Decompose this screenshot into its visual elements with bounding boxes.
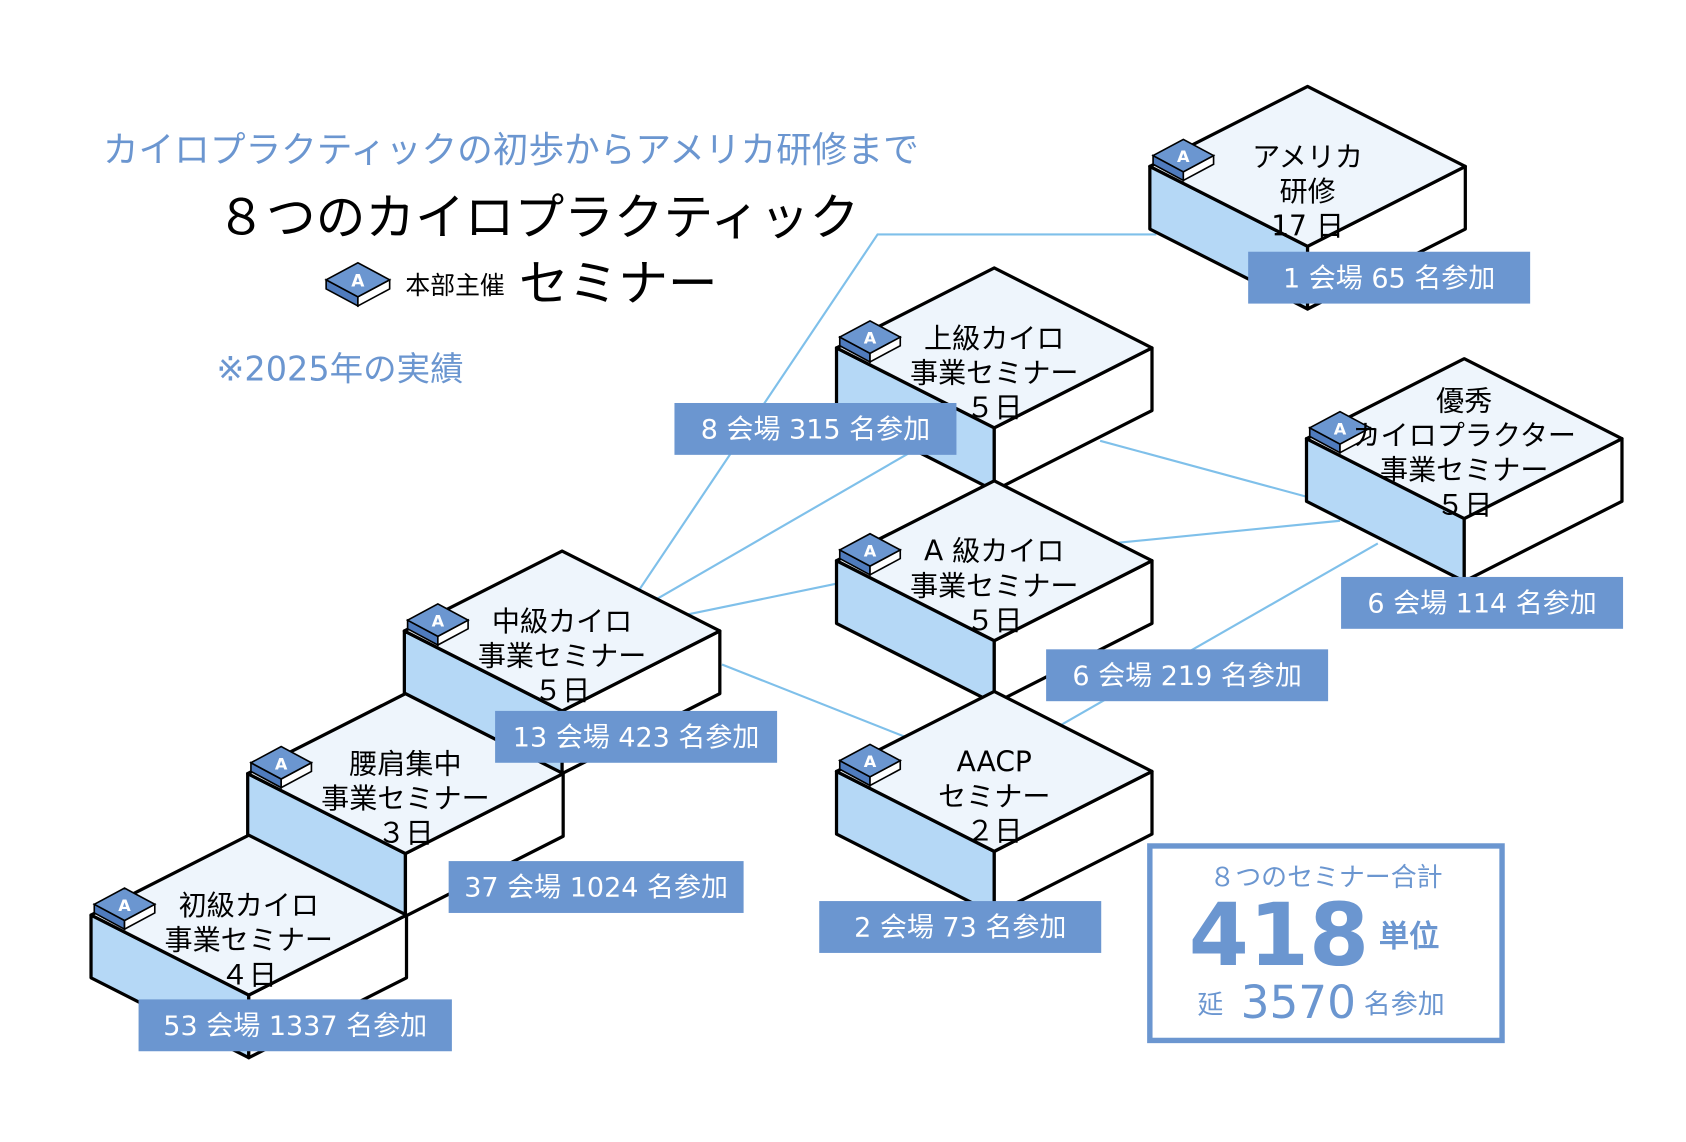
stats-text: 2 会場 73 名参加 bbox=[854, 913, 1066, 944]
seminar-name-line: 事業セミナー bbox=[321, 782, 489, 815]
seminar-name-line: 優秀 bbox=[1436, 385, 1492, 418]
seminar-name-line: AACP bbox=[957, 745, 1032, 778]
stats-label-yoken: 37 会場 1024 名参加 bbox=[448, 861, 744, 913]
a-badge-icon: A bbox=[324, 261, 392, 308]
svg-text:A: A bbox=[864, 541, 877, 560]
a-badge-icon: A bbox=[92, 887, 157, 931]
a-badge-icon: A bbox=[405, 603, 470, 647]
seminar-name-line: ３日 bbox=[377, 817, 433, 850]
host-label: 本部主催 bbox=[405, 271, 504, 300]
stats-label-aacp: 2 会場 73 名参加 bbox=[819, 901, 1102, 953]
svg-text:A: A bbox=[351, 272, 365, 292]
total-participants-label: 名参加 bbox=[1364, 989, 1445, 1020]
total-box-border bbox=[1147, 843, 1505, 1044]
a-badge-icon: A bbox=[324, 261, 392, 308]
stats-label-jokyu: 8 会場 315 名参加 bbox=[674, 402, 957, 455]
svg-text:A: A bbox=[864, 752, 877, 771]
seminar-name-line: 事業セミナー bbox=[910, 569, 1078, 602]
seminar-name-line: 事業セミナー bbox=[910, 356, 1078, 389]
total-prefix: 延 bbox=[1197, 990, 1223, 1020]
connector-line bbox=[680, 582, 838, 617]
stats-label-shokyu: 53 会場 1337 名参加 bbox=[138, 999, 452, 1052]
stats-text: 6 会場 219 名参加 bbox=[1072, 661, 1301, 692]
page-title: ８つのカイロプラクティック bbox=[216, 188, 859, 246]
a-badge-icon: A bbox=[249, 745, 314, 789]
a-badge-icon: A bbox=[1151, 138, 1216, 182]
stats-label-akyu: 6 会場 219 名参加 bbox=[1046, 649, 1329, 702]
stats-text: 8 会場 315 名参加 bbox=[701, 415, 930, 446]
stats-label-chukyu: 13 会場 423 名参加 bbox=[495, 710, 778, 763]
svg-text:A: A bbox=[864, 329, 877, 348]
stats-text: 1 会場 65 名参加 bbox=[1283, 263, 1495, 294]
seminar-name-line: 上級カイロ bbox=[924, 322, 1064, 355]
subtitle: カイロプラクティックの初歩からアメリカ研修まで bbox=[103, 130, 919, 171]
svg-text:A: A bbox=[118, 896, 131, 915]
stats-text: 6 会場 114 名参加 bbox=[1367, 589, 1596, 620]
seminar-name-line: 事業セミナー bbox=[478, 640, 646, 673]
seminar-name-line: ５日 bbox=[1436, 488, 1492, 521]
seminar-name-line: 研修 bbox=[1280, 175, 1336, 208]
seminar-name-line: A 級カイロ bbox=[924, 535, 1064, 568]
seminar-name-line: 中級カイロ bbox=[492, 605, 632, 638]
stats-label-yushu: 6 会場 114 名参加 bbox=[1341, 576, 1624, 629]
svg-text:A: A bbox=[275, 754, 288, 773]
total-participants-value: 3570 bbox=[1241, 976, 1356, 1029]
seminar-name-line: ５日 bbox=[966, 391, 1022, 424]
stats-text: 37 会場 1024 名参加 bbox=[464, 873, 728, 904]
connector-line bbox=[636, 233, 1157, 593]
stats-text: 13 会場 423 名参加 bbox=[513, 723, 760, 754]
total-units-value: 418 bbox=[1189, 886, 1369, 986]
a-badge-icon: A bbox=[838, 319, 902, 364]
seminar-name-line: ５日 bbox=[966, 604, 1022, 637]
note: ※2025年の実績 bbox=[216, 349, 463, 388]
seminar-name-line: 事業セミナー bbox=[1380, 454, 1548, 487]
a-badge-icon: A bbox=[838, 532, 902, 577]
seminar-name-line: ５日 bbox=[534, 674, 590, 707]
seminar-name-line: ２日 bbox=[966, 815, 1022, 848]
seminar-name-line: セミナー bbox=[938, 780, 1050, 813]
seminar-name-line: ４日 bbox=[221, 958, 277, 991]
total-heading: ８つのセミナー合計 bbox=[1209, 863, 1442, 893]
connector-line bbox=[653, 452, 909, 602]
seminar-name-line: 腰肩集中 bbox=[349, 748, 461, 781]
stat-labels: 53 会場 1337 名参加 37 会場 1024 名参加 13 会場 423 名参… bbox=[138, 251, 1624, 1052]
seminar-name-line: 初級カイロ bbox=[179, 889, 319, 922]
stats-text: 53 会場 1337 名参加 bbox=[163, 1011, 427, 1042]
connector-line bbox=[721, 663, 909, 739]
connector-line bbox=[1110, 519, 1341, 545]
stats-label-america: 1 会場 65 名参加 bbox=[1248, 251, 1531, 304]
seminar-name-line: 17 日 bbox=[1271, 210, 1344, 243]
svg-text:A: A bbox=[1177, 147, 1190, 166]
seminar-name-line: カイロプラクター bbox=[1352, 419, 1576, 452]
svg-text:A: A bbox=[1334, 419, 1347, 438]
seminar-name-line: アメリカ bbox=[1252, 140, 1363, 173]
total-box: ８つのセミナー合計 418 単位 延 3570 名参加 bbox=[1147, 843, 1505, 1044]
total-units-label: 単位 bbox=[1379, 918, 1440, 954]
a-badge-icon: A bbox=[838, 743, 902, 787]
seminar-label: セミナー bbox=[519, 254, 718, 312]
seminar-name-line: 事業セミナー bbox=[165, 924, 333, 957]
svg-text:A: A bbox=[432, 612, 445, 631]
connector-line bbox=[1099, 439, 1308, 499]
a-badge-icon: A bbox=[1308, 410, 1372, 455]
